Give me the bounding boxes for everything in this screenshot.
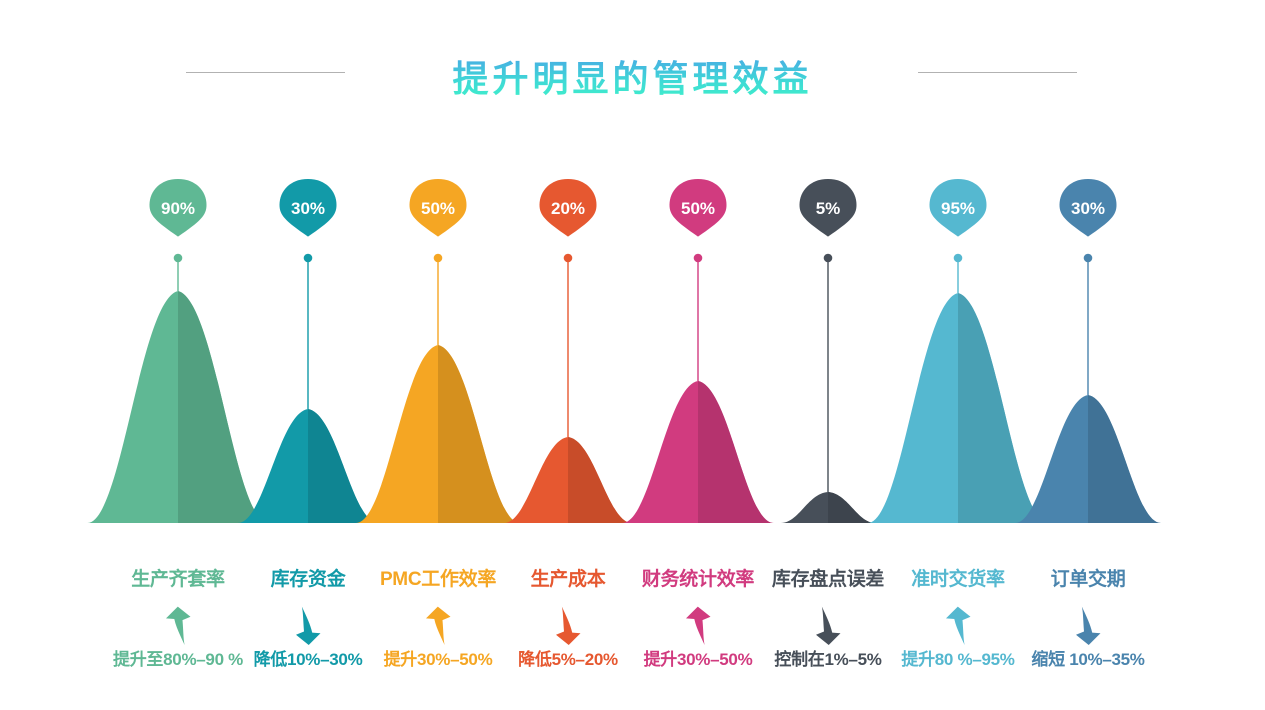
svg-text:库存盘点误差: 库存盘点误差 [772,567,885,590]
svg-text:准时交货率: 准时交货率 [911,567,1005,590]
svg-text:生产成本: 生产成本 [531,567,606,590]
svg-text:30%: 30% [1071,199,1105,218]
svg-text:缩短 10%–35%: 缩短 10%–35% [1031,649,1144,669]
svg-text:30%: 30% [291,199,325,218]
svg-text:库存资金: 库存资金 [271,567,347,590]
svg-text:降低10%–30%: 降低10%–30% [254,649,363,669]
svg-text:5%: 5% [816,199,841,218]
svg-text:降低5%–20%: 降低5%–20% [518,649,618,669]
svg-text:提升30%–50%: 提升30%–50% [384,650,493,669]
svg-text:财务统计效率: 财务统计效率 [642,567,755,590]
svg-text:20%: 20% [551,199,585,218]
svg-text:生产齐套率: 生产齐套率 [131,567,225,590]
svg-text:95%: 95% [941,199,975,218]
svg-text:PMC工作效率: PMC工作效率 [380,567,496,590]
svg-text:50%: 50% [421,199,455,218]
svg-text:订单交期: 订单交期 [1051,567,1126,590]
svg-text:提升至80%–90 %: 提升至80%–90 % [113,650,243,669]
svg-text:50%: 50% [681,199,715,218]
svg-text:控制在1%–5%: 控制在1%–5% [774,649,881,669]
svg-text:90%: 90% [161,199,195,218]
svg-text:提升30%–50%: 提升30%–50% [644,650,753,669]
svg-text:提升80 %–95%: 提升80 %–95% [901,650,1014,669]
